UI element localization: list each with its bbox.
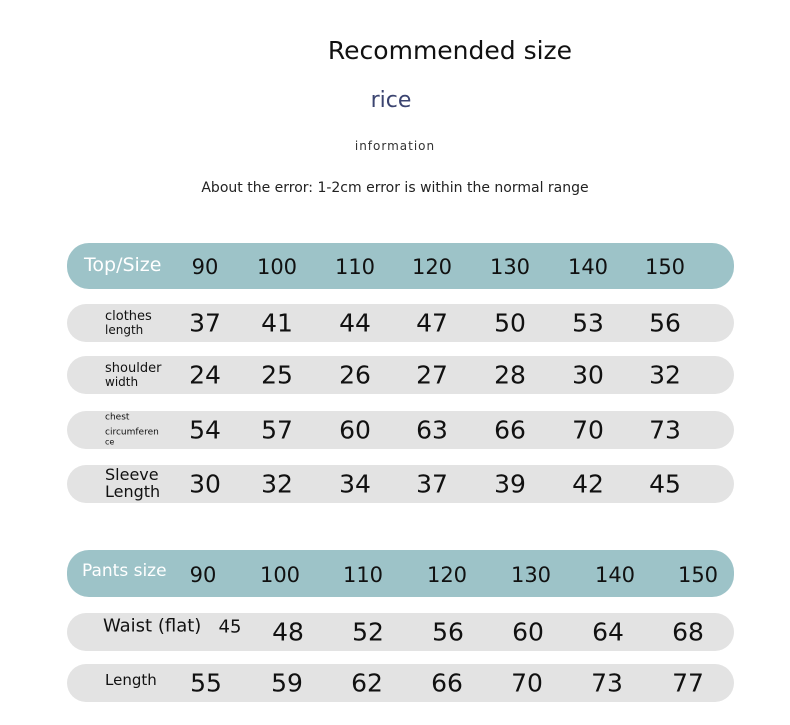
measurement-value: 54	[189, 415, 221, 445]
measurement-value: 73	[649, 415, 681, 445]
row-label-line: Length	[105, 482, 161, 501]
row-label: Waist (flat)	[103, 615, 202, 637]
measurement-value: 37	[189, 308, 221, 338]
measurement-value: 24	[189, 360, 221, 390]
row-label-line: chest	[105, 412, 130, 423]
table-row	[67, 465, 734, 503]
row-label-line: width	[105, 374, 139, 389]
measurement-value: 45	[649, 469, 681, 499]
table-row	[67, 304, 734, 342]
measurement-value: 62	[351, 668, 383, 698]
measurement-value: 34	[339, 469, 371, 499]
page-title: Recommended size	[327, 36, 573, 65]
pants-header-label: Pants size	[82, 561, 167, 581]
measurement-value: 26	[339, 360, 371, 390]
size-header: 120	[411, 255, 453, 279]
measurement-value: 63	[416, 415, 448, 445]
table-row	[67, 664, 734, 702]
size-header: 140	[594, 563, 636, 587]
row-label-line: circumferen	[105, 427, 159, 438]
row-label-line: shoulder	[105, 360, 162, 376]
size-header: 130	[510, 563, 552, 587]
measurement-value: 50	[494, 308, 526, 338]
measurement-value: 30	[189, 469, 221, 499]
measurement-value: 44	[339, 308, 371, 338]
table-row	[67, 356, 734, 394]
measurement-value: 56	[649, 308, 681, 338]
top-table-header	[67, 243, 734, 289]
measurement-value: 70	[572, 415, 604, 445]
size-header: 130	[489, 255, 531, 279]
measurement-value: 30	[572, 360, 604, 390]
measurement-value: 28	[494, 360, 526, 390]
measurement-value: 55	[190, 668, 222, 698]
table-row	[67, 613, 734, 651]
measurement-value: 66	[431, 668, 463, 698]
measurement-value: 60	[339, 415, 371, 445]
size-header: 100	[259, 563, 301, 587]
measurement-value: 66	[494, 415, 526, 445]
size-header: 140	[567, 255, 609, 279]
measurement-value: 37	[416, 469, 448, 499]
measurement-value: 73	[591, 668, 623, 698]
measurement-value: 68	[672, 617, 704, 647]
measurement-value: 41	[261, 308, 293, 338]
row-label-line: clothes	[105, 308, 152, 324]
subtitle: rice	[370, 88, 412, 113]
row-label: Sleeve Length	[105, 465, 161, 501]
measurement-value: 52	[352, 617, 384, 647]
measurement-value: 48	[272, 617, 304, 647]
size-header: 110	[334, 255, 376, 279]
measurement-value: 56	[432, 617, 464, 647]
size-header: 150	[644, 255, 686, 279]
measurement-value: 39	[494, 469, 526, 499]
measurement-value: 60	[512, 617, 544, 647]
measurement-value: 32	[649, 360, 681, 390]
measurement-value: 77	[672, 668, 704, 698]
size-header: 90	[189, 563, 217, 587]
measurement-value: 53	[572, 308, 604, 338]
size-header: 110	[342, 563, 384, 587]
measurement-value: 47	[416, 308, 448, 338]
row-label-line: ce	[105, 437, 115, 447]
measurement-value: 42	[572, 469, 604, 499]
error-note: About the error: 1-2cm error is within t…	[201, 180, 589, 196]
table-row	[67, 411, 734, 449]
measurement-value: 27	[416, 360, 448, 390]
pants-table-header	[67, 550, 734, 597]
size-header: 150	[677, 563, 719, 587]
measurement-value: 64	[592, 617, 624, 647]
row-label: Length	[105, 671, 157, 690]
row-label-line: length	[105, 322, 144, 337]
caption: information	[354, 139, 436, 153]
size-header: 100	[256, 255, 298, 279]
measurement-value: 25	[261, 360, 293, 390]
measurement-value: 70	[511, 668, 543, 698]
size-header: 90	[191, 255, 219, 279]
row-label: shoulder width	[105, 362, 161, 388]
size-header: 120	[426, 563, 468, 587]
row-label-line: Sleeve	[105, 465, 159, 485]
top-header-label: Top/Size	[84, 254, 162, 276]
measurement-value: 57	[261, 415, 293, 445]
measurement-value: 45	[218, 616, 242, 638]
row-label: clothes length	[105, 310, 152, 336]
measurement-value: 59	[271, 668, 303, 698]
measurement-value: 32	[261, 469, 293, 499]
row-label: chest circumferen ce	[105, 412, 159, 447]
